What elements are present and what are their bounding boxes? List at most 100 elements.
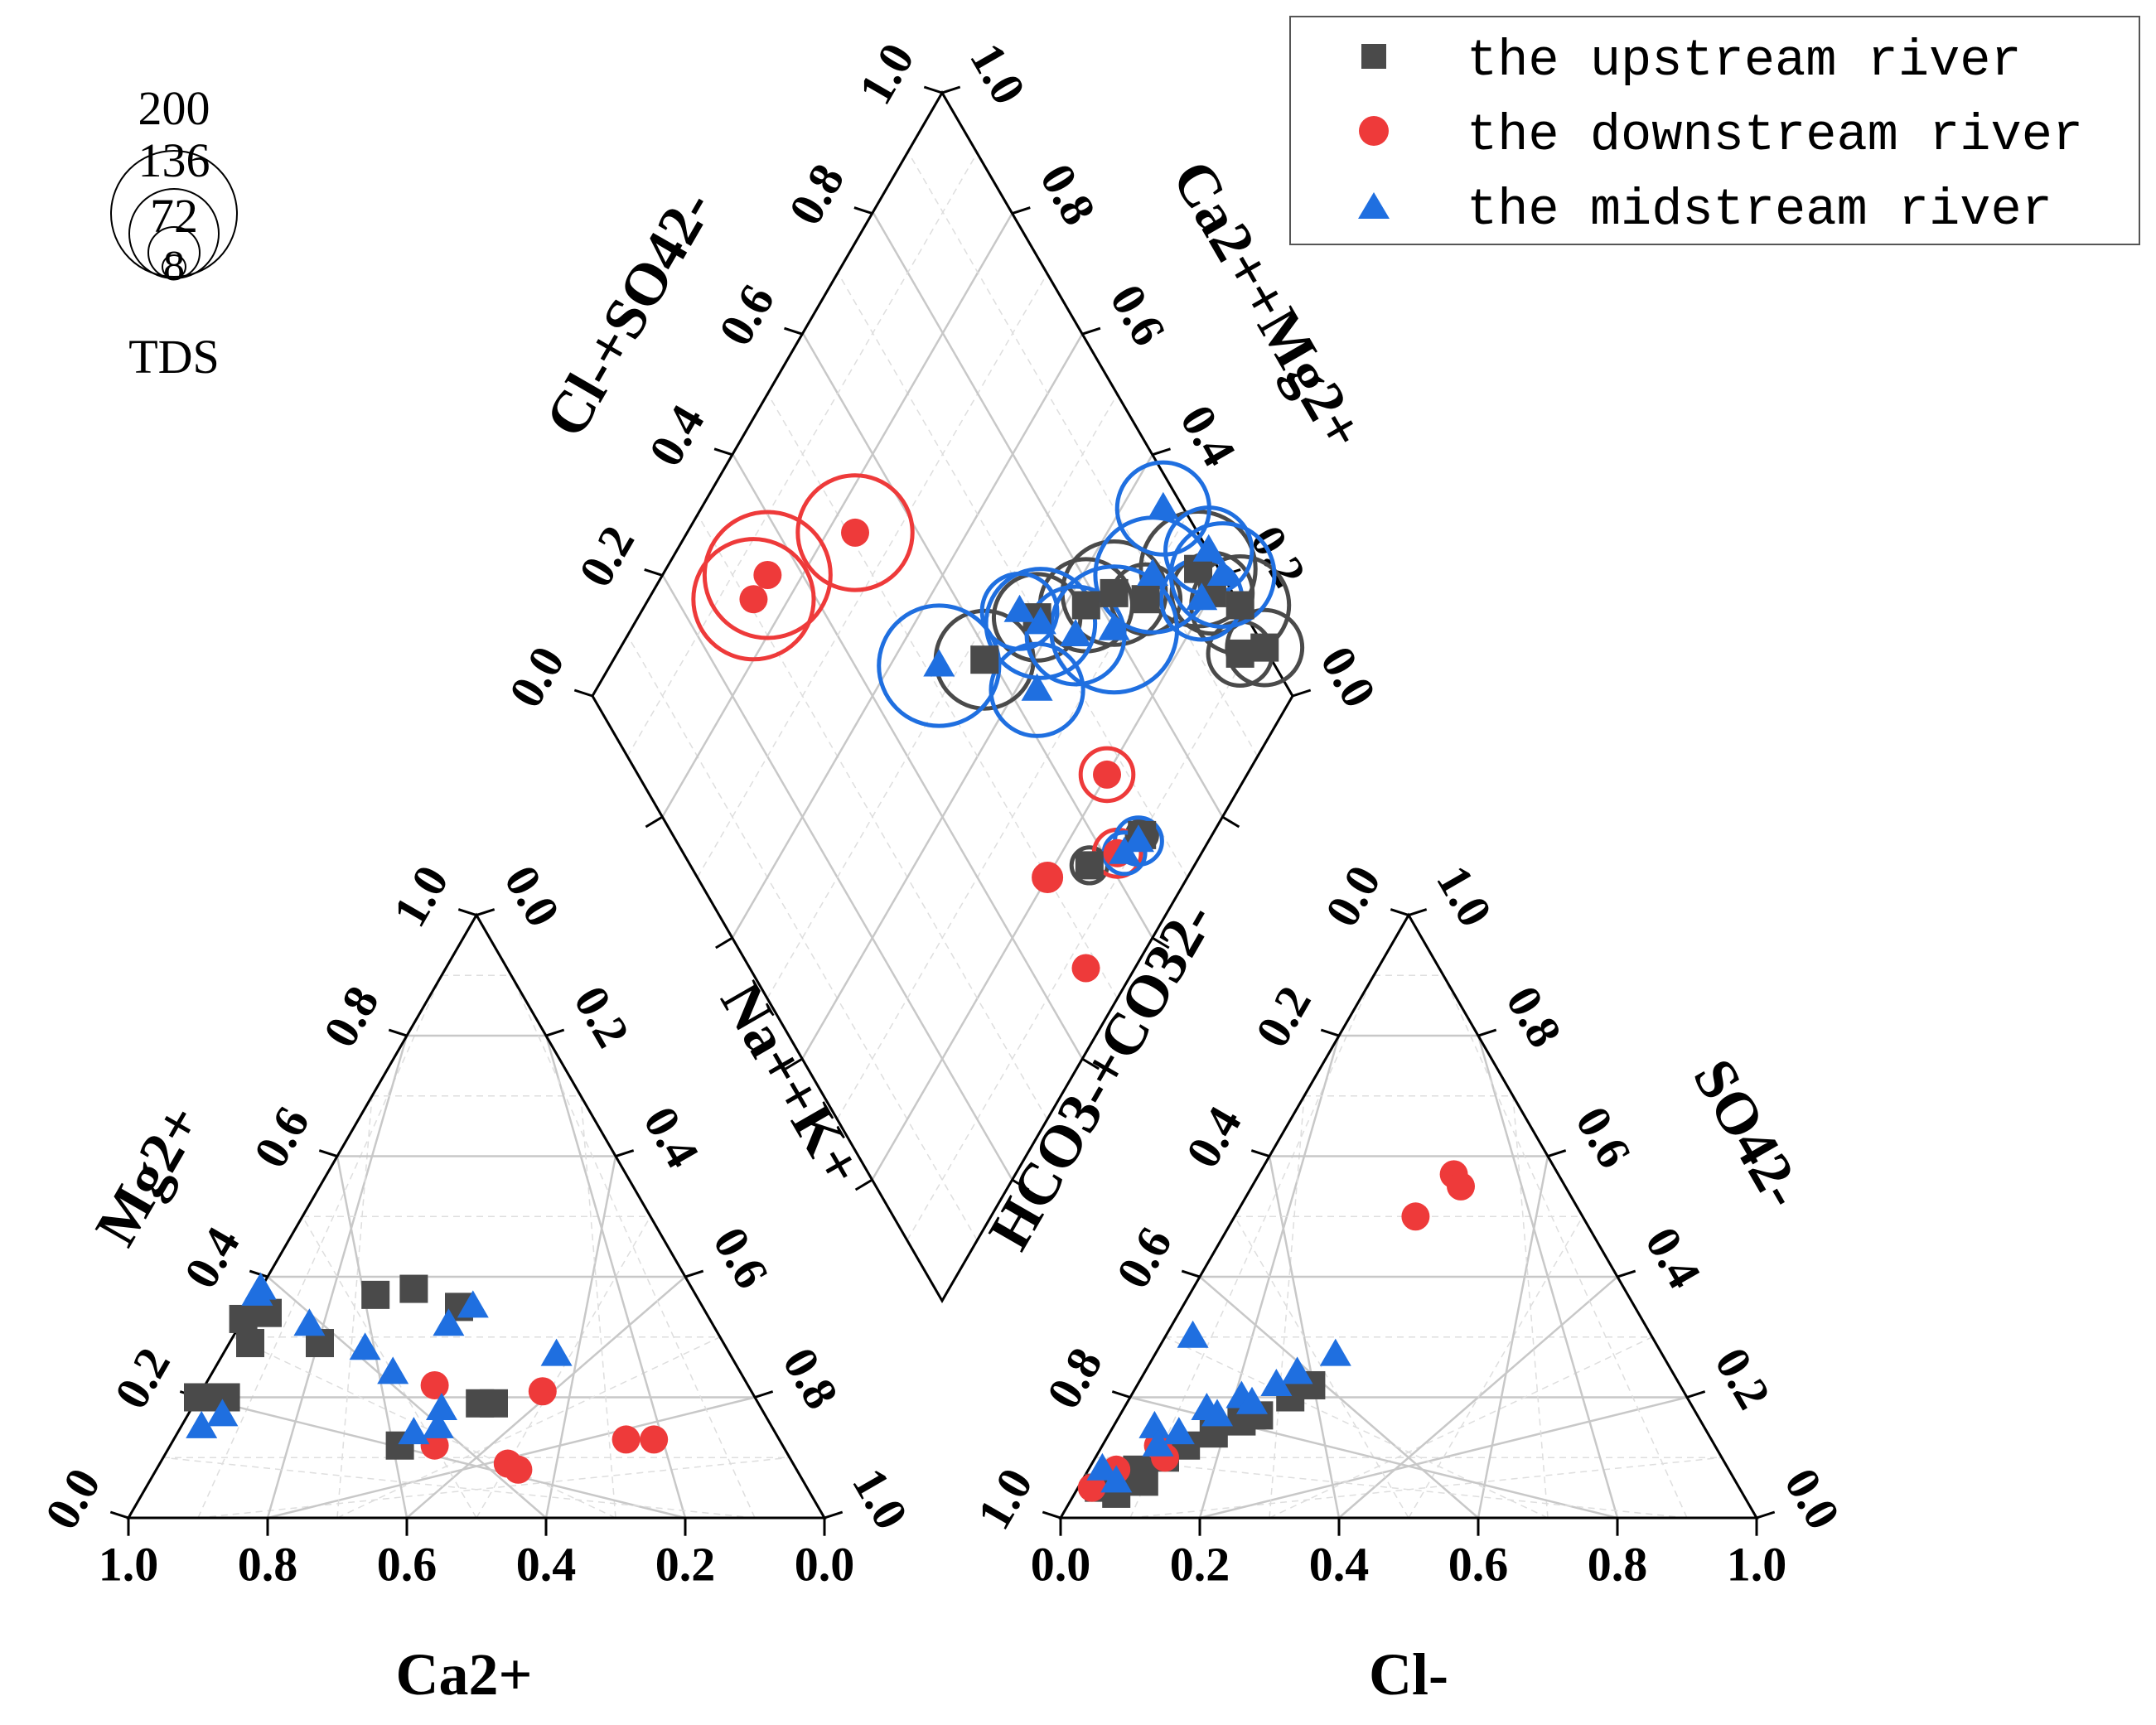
midstream-cation-marker — [206, 1399, 239, 1427]
midstream-anion-marker — [1142, 1428, 1174, 1457]
anion-grid-r — [1164, 1336, 1549, 1519]
midstream-diamond-marker — [923, 649, 955, 677]
so4-axis-tick-mark — [1686, 1390, 1706, 1399]
midstream-anion-marker — [1236, 1386, 1268, 1414]
nak-axis-tick-mark — [545, 1028, 565, 1037]
diamond-grid-u — [626, 151, 979, 757]
cl-axis-tick-label: 0.6 — [1448, 1537, 1509, 1591]
clso4-axis-tick-label: 0.4 — [638, 396, 715, 475]
diamond-grid-v — [801, 332, 1153, 939]
clso4-axis-tick-label: 0.8 — [778, 155, 855, 234]
cation-grid-r — [162, 1457, 756, 1519]
camg-axis-tick-mark — [1081, 326, 1101, 336]
cation-grid-l — [544, 1156, 617, 1519]
midstream-cation-marker — [422, 1410, 454, 1438]
mg-axis-tick-label: 0.2 — [104, 1339, 181, 1418]
midstream-anion-marker — [1319, 1338, 1351, 1366]
legend-marker-midstream — [1358, 192, 1390, 219]
midstream-diamond-marker — [1147, 491, 1179, 519]
midstream-diamond-marker — [1060, 619, 1092, 646]
midstream-anion-marker — [1163, 1417, 1195, 1445]
upstream-cation-marker — [480, 1389, 508, 1418]
midstream-anion-marker — [1177, 1320, 1209, 1348]
upstream-cation-marker — [361, 1280, 390, 1309]
so4-axis-tick-label: 0.0 — [1774, 1459, 1851, 1538]
hco3-axis-tick-mark — [1320, 1028, 1340, 1037]
nak-axis-tick-label: 0.4 — [633, 1098, 710, 1177]
legend-marker-downstream — [1359, 116, 1389, 146]
downstream-diamond-marker — [1093, 760, 1122, 789]
midstream-cation-marker — [293, 1308, 326, 1336]
nak-axis-tick-label: 0.0 — [494, 857, 571, 935]
nak-axis-tick-mark — [615, 1149, 635, 1157]
mg-axis-tick-mark — [318, 1149, 338, 1157]
diamond-grid-u — [661, 211, 1014, 818]
camg-axis-tick-label: 1.0 — [960, 34, 1037, 113]
downstream-tds-bubble — [795, 473, 915, 592]
midstream-anion-marker — [1138, 1410, 1171, 1438]
tds-legend-value-8: 8 — [163, 243, 185, 290]
legend-marker-upstream — [1361, 44, 1386, 69]
legend-label-upstream: the upstream river — [1467, 31, 2022, 90]
mg-axis-tick-label: 0.4 — [173, 1218, 250, 1297]
camg-axis-tick-mark — [941, 85, 961, 94]
ca-axis-tick-label: 0.2 — [655, 1537, 716, 1591]
clso4-axis-tick-mark — [573, 689, 593, 698]
nak-axis-tick-mark — [754, 1390, 774, 1399]
legend: the upstream river the downstream river … — [1289, 16, 2140, 245]
so4-axis-tick-mark — [1547, 1149, 1567, 1157]
tds-legend-value-72: 72 — [150, 189, 198, 243]
tds-legend-value-136: 136 — [138, 133, 210, 187]
anion-grid-r — [1129, 974, 1375, 1519]
upstream-cation-marker — [229, 1304, 258, 1333]
legend-label-downstream: the downstream river — [1467, 106, 2083, 165]
anion-triangle-frame — [1058, 912, 1759, 1520]
tds-legend: 200 136 72 8 TDS — [110, 81, 238, 384]
upstream-tds-bubble — [1138, 510, 1258, 629]
midstream-tds-bubble — [979, 571, 1060, 651]
upstream-diamond-marker — [1225, 639, 1254, 668]
cl-axis-tick-label: 1.0 — [1727, 1537, 1787, 1591]
nak-axis-tick-label: 0.6 — [703, 1218, 780, 1297]
so4-axis-tick-mark — [1756, 1510, 1776, 1520]
midstream-anion-marker — [1201, 1399, 1233, 1427]
anion-grid-r — [1234, 1215, 1409, 1519]
hco3-axis-tick-label: 1.0 — [966, 1459, 1043, 1538]
downstream-cation-marker — [504, 1455, 533, 1484]
clso4-axis-tick-mark — [923, 85, 943, 94]
camg-axis-tick-mark — [1292, 689, 1312, 698]
midstream-diamond-marker — [1021, 673, 1053, 701]
hco3-axis-tick-label: 0.6 — [1105, 1218, 1182, 1297]
downstream-diamond-marker — [1071, 954, 1100, 983]
downstream-cation-marker — [420, 1370, 449, 1399]
midstream-cation-marker — [540, 1338, 573, 1366]
midstream-cation-marker — [457, 1290, 489, 1318]
legend-label-midstream: the midstream river — [1467, 181, 2052, 239]
tds-legend-title: TDS — [128, 330, 220, 384]
cation-grid-l — [510, 974, 756, 1519]
ca-axis-tick-label: 0.4 — [516, 1537, 577, 1591]
ca-axis-tick-label: 0.0 — [795, 1537, 855, 1591]
anion-grid-l — [1477, 1156, 1549, 1519]
nak-axis-tick-label: 0.8 — [772, 1339, 849, 1418]
tds-legend-circle-8 — [162, 254, 186, 279]
so4-axis-tick-mark — [1617, 1269, 1636, 1278]
camg-axis-tick-label: 0.6 — [1100, 275, 1177, 354]
midstream-diamond-marker — [1186, 582, 1218, 611]
mg-axis-tick-mark — [249, 1269, 268, 1278]
plot-frames — [109, 85, 1776, 1536]
cation-grid-r — [197, 974, 442, 1519]
so4-axis-tick-label: 1.0 — [1426, 857, 1503, 935]
clso4-axis-tick-mark — [784, 326, 803, 336]
ca-axis-tick-label: 0.8 — [238, 1537, 298, 1591]
diamond-grid-u — [696, 272, 1049, 878]
hco3-axis-tick-label: 0.2 — [1245, 977, 1322, 1056]
data-markers — [184, 491, 1475, 1508]
anion-grid-l — [1408, 1215, 1583, 1519]
midstream-anion-marker — [1100, 1465, 1133, 1493]
nak-axis-tick-label: 1.0 — [842, 1459, 919, 1538]
clso4-axis-tick-mark — [853, 206, 873, 215]
upstream-anion-marker — [1129, 1467, 1158, 1496]
anion-grid-l — [1129, 1457, 1723, 1519]
so4-axis-tick-label: 0.2 — [1704, 1339, 1781, 1418]
